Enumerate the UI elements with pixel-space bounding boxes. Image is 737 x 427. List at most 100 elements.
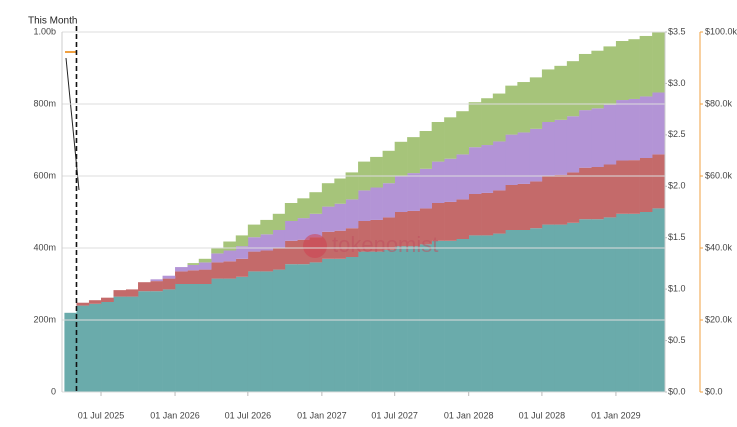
- area-step: [444, 158, 457, 202]
- area-step: [566, 222, 580, 392]
- area-step: [481, 145, 494, 193]
- area-step: [591, 50, 604, 109]
- area-step: [505, 230, 518, 392]
- y-tick-label: 1.00b: [33, 26, 56, 36]
- y-tick-label: 800m: [33, 98, 56, 108]
- y2-tick-label: $0.5: [668, 335, 686, 345]
- area-step: [247, 271, 261, 392]
- area-step: [394, 141, 408, 176]
- area-step: [639, 35, 653, 97]
- area-step: [492, 233, 506, 392]
- area-step: [492, 190, 506, 234]
- area-step: [566, 116, 580, 173]
- area-step: [505, 134, 518, 185]
- y3-tick-label: $100.0k: [705, 26, 737, 36]
- area-step: [481, 192, 494, 236]
- area-step: [407, 173, 420, 211]
- area-step: [529, 181, 543, 229]
- area-step: [456, 239, 469, 392]
- area-step: [431, 240, 445, 392]
- x-tick-label: 01 Jul 2027: [371, 410, 418, 420]
- area-step: [345, 199, 359, 229]
- x-tick-label: 01 Jul 2028: [519, 410, 566, 420]
- area-step: [652, 208, 665, 392]
- area-step: [297, 218, 310, 240]
- area-step: [235, 276, 249, 392]
- area-step: [456, 199, 469, 239]
- area-step: [125, 296, 139, 392]
- area-step: [260, 250, 274, 272]
- area-step: [321, 206, 335, 232]
- area-step: [334, 230, 346, 259]
- area-step: [529, 77, 543, 129]
- area-step: [481, 235, 494, 392]
- area-step: [345, 172, 359, 200]
- area-step: [113, 290, 127, 297]
- area-step: [138, 291, 151, 392]
- y2-tick-label: $3.5: [668, 26, 686, 36]
- price-line: [65, 57, 80, 191]
- area-step: [113, 296, 127, 392]
- area-step: [578, 110, 592, 168]
- area-step: [566, 61, 580, 117]
- area-step: [272, 269, 286, 392]
- areas: [64, 32, 665, 392]
- area-step: [591, 108, 604, 167]
- area-step: [444, 240, 457, 392]
- y3-tick-label: $0.0: [705, 386, 723, 396]
- area-step: [235, 235, 249, 247]
- area-step: [272, 248, 286, 270]
- y3-tick-label: $20.0k: [705, 314, 733, 324]
- area-step: [284, 203, 298, 221]
- area-step: [529, 228, 543, 392]
- area-step: [628, 213, 640, 392]
- area-step: [223, 250, 237, 262]
- area-step: [101, 297, 114, 302]
- x-tick-label: 01 Jul 2026: [225, 410, 272, 420]
- area-step: [272, 213, 286, 230]
- area-step: [187, 270, 200, 284]
- watermark: tokenomist: [332, 232, 438, 257]
- area-step: [394, 246, 408, 392]
- area-step: [150, 281, 163, 292]
- watermark-logo: [303, 234, 327, 258]
- area-step: [260, 234, 274, 251]
- this-month-label: This Month: [28, 16, 77, 27]
- area-step: [345, 257, 359, 392]
- area-step: [247, 251, 261, 272]
- area-step: [431, 161, 445, 203]
- area-step: [321, 258, 335, 392]
- y2-tick-label: $1.0: [668, 284, 686, 294]
- area-step: [187, 284, 200, 392]
- area-step: [591, 219, 604, 392]
- area-step: [150, 291, 163, 392]
- area-step: [628, 98, 640, 161]
- area-step: [76, 302, 90, 306]
- area-step: [370, 156, 383, 188]
- area-step: [382, 183, 395, 218]
- area-step: [370, 187, 383, 220]
- area-step: [211, 262, 224, 279]
- area-step: [639, 212, 653, 392]
- area-step: [382, 150, 395, 184]
- area-step: [529, 128, 543, 182]
- area-step: [517, 230, 531, 392]
- area-step: [260, 219, 274, 235]
- area-step: [541, 69, 555, 122]
- area-step: [578, 219, 592, 392]
- y-tick-label: 400m: [33, 242, 56, 252]
- area-step: [162, 278, 176, 290]
- area-step: [370, 251, 383, 392]
- area-step: [211, 278, 224, 392]
- area-step: [554, 119, 568, 175]
- area-step: [492, 93, 506, 142]
- area-step: [162, 289, 176, 392]
- area-step: [468, 194, 482, 236]
- area-step: [444, 201, 457, 241]
- area-step: [492, 141, 506, 191]
- area-step: [150, 279, 163, 282]
- area-step: [358, 190, 371, 221]
- area-step: [247, 224, 261, 238]
- area-step: [101, 302, 114, 392]
